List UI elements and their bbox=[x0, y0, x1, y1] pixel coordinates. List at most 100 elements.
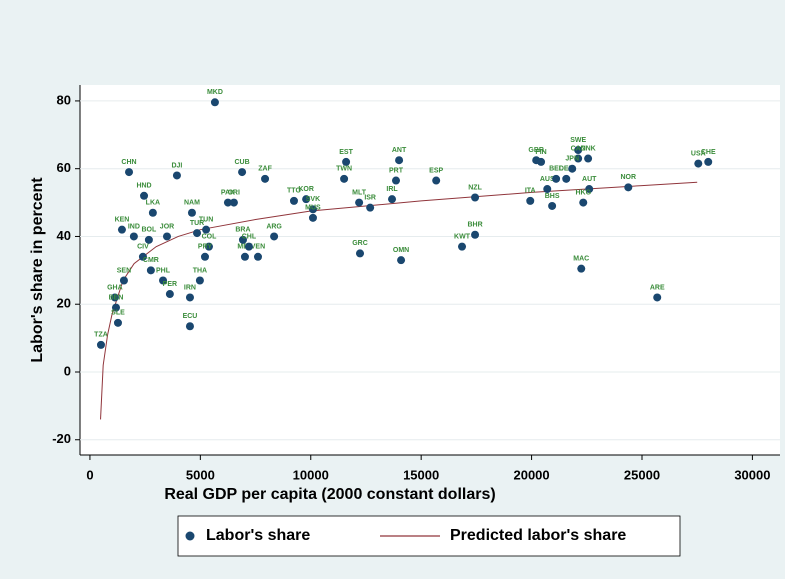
point-label: GBR bbox=[528, 147, 544, 154]
point-label: BHS bbox=[545, 193, 560, 200]
point bbox=[548, 201, 557, 210]
point bbox=[253, 252, 262, 261]
point bbox=[187, 208, 196, 217]
point-label: PAK bbox=[221, 189, 235, 196]
point-label: DEU bbox=[559, 166, 574, 173]
point-label: SVK bbox=[306, 196, 320, 203]
point bbox=[624, 183, 633, 192]
point-label: AUS bbox=[540, 176, 555, 183]
point bbox=[138, 252, 147, 261]
point bbox=[110, 293, 119, 302]
point-label: CAN bbox=[571, 145, 586, 152]
point-label: TZA bbox=[94, 332, 108, 339]
point-label: CIV bbox=[137, 244, 149, 251]
point-label: DJI bbox=[171, 162, 182, 169]
point bbox=[113, 318, 122, 327]
point bbox=[577, 264, 586, 273]
point-label: TWN bbox=[336, 166, 352, 173]
point-label: LKA bbox=[146, 200, 160, 207]
point-label: JOR bbox=[160, 223, 174, 230]
point-label: COL bbox=[202, 233, 218, 240]
point-label: ZAF bbox=[258, 166, 272, 173]
x-tick-label: 25000 bbox=[624, 467, 660, 482]
point-label: ISR bbox=[364, 194, 376, 201]
point bbox=[185, 293, 194, 302]
point-label: IRL bbox=[386, 186, 398, 193]
point bbox=[471, 230, 480, 239]
point bbox=[342, 157, 351, 166]
point-label: CUB bbox=[234, 159, 249, 166]
x-tick-label: 20000 bbox=[513, 467, 549, 482]
x-tick-label: 15000 bbox=[403, 467, 439, 482]
point-label: KWT bbox=[454, 233, 471, 240]
x-tick-label: 0 bbox=[86, 467, 93, 482]
point bbox=[165, 290, 174, 299]
x-tick-label: 30000 bbox=[734, 467, 770, 482]
point-label: ANT bbox=[392, 147, 407, 154]
point-label: NZL bbox=[468, 184, 482, 191]
point bbox=[395, 156, 404, 165]
point bbox=[526, 196, 535, 205]
point bbox=[356, 249, 364, 258]
y-axis-title: Labor's share in percent bbox=[29, 177, 46, 363]
y-tick-label: 60 bbox=[57, 160, 71, 175]
point-label: AUT bbox=[582, 176, 597, 183]
point bbox=[223, 198, 232, 207]
point-label: IND bbox=[128, 223, 140, 230]
point bbox=[111, 303, 120, 312]
point bbox=[471, 193, 480, 202]
point bbox=[117, 225, 126, 234]
point-label: ECU bbox=[183, 313, 198, 320]
point-label: VEN bbox=[251, 244, 265, 251]
point-label: PER bbox=[163, 281, 177, 288]
point bbox=[308, 205, 317, 214]
point bbox=[229, 198, 238, 207]
legend-label: Predicted labor's share bbox=[450, 527, 626, 544]
point-label: MUS bbox=[305, 205, 321, 212]
point bbox=[204, 242, 213, 251]
point bbox=[146, 266, 155, 275]
legend-label: Labor's share bbox=[206, 527, 310, 544]
y-tick-label: 0 bbox=[64, 363, 71, 378]
y-tick-label: 80 bbox=[57, 92, 71, 107]
point-label: TUR bbox=[190, 220, 204, 227]
point bbox=[552, 174, 561, 183]
point-label: NAM bbox=[184, 200, 200, 207]
point bbox=[568, 164, 577, 173]
point bbox=[238, 235, 247, 244]
point bbox=[261, 174, 270, 183]
point bbox=[159, 276, 168, 285]
point-label: MAC bbox=[573, 255, 589, 262]
point-label: CHE bbox=[701, 149, 716, 156]
point-label: DNK bbox=[581, 145, 596, 152]
point bbox=[148, 208, 157, 217]
point bbox=[185, 322, 194, 331]
point-label: MKD bbox=[207, 89, 223, 96]
point bbox=[574, 154, 583, 163]
point-label: TUN bbox=[199, 217, 213, 224]
point bbox=[584, 154, 593, 163]
point-label: PRT bbox=[389, 167, 404, 174]
point-label: BOL bbox=[142, 227, 158, 234]
point-label: PRY bbox=[198, 244, 212, 251]
point-label: CMR bbox=[143, 257, 159, 264]
point-label: TTO bbox=[287, 188, 301, 195]
point-label: IRN bbox=[184, 284, 196, 291]
legend-marker bbox=[185, 531, 195, 541]
point bbox=[193, 229, 202, 238]
point-label: KOR bbox=[298, 186, 314, 193]
fit-line bbox=[100, 181, 698, 420]
point bbox=[366, 203, 375, 212]
y-tick-label: 40 bbox=[57, 228, 71, 243]
point-label: OMN bbox=[393, 247, 409, 254]
point-label: PHL bbox=[156, 267, 171, 274]
x-tick-label: 10000 bbox=[293, 467, 329, 482]
point-label: USA bbox=[691, 150, 706, 157]
point-label: SEN bbox=[117, 267, 131, 274]
y-tick-label: -20 bbox=[52, 431, 71, 446]
point-label: CRI bbox=[228, 189, 240, 196]
point-label: CHN bbox=[121, 159, 136, 166]
point bbox=[355, 198, 364, 207]
point bbox=[202, 225, 211, 234]
